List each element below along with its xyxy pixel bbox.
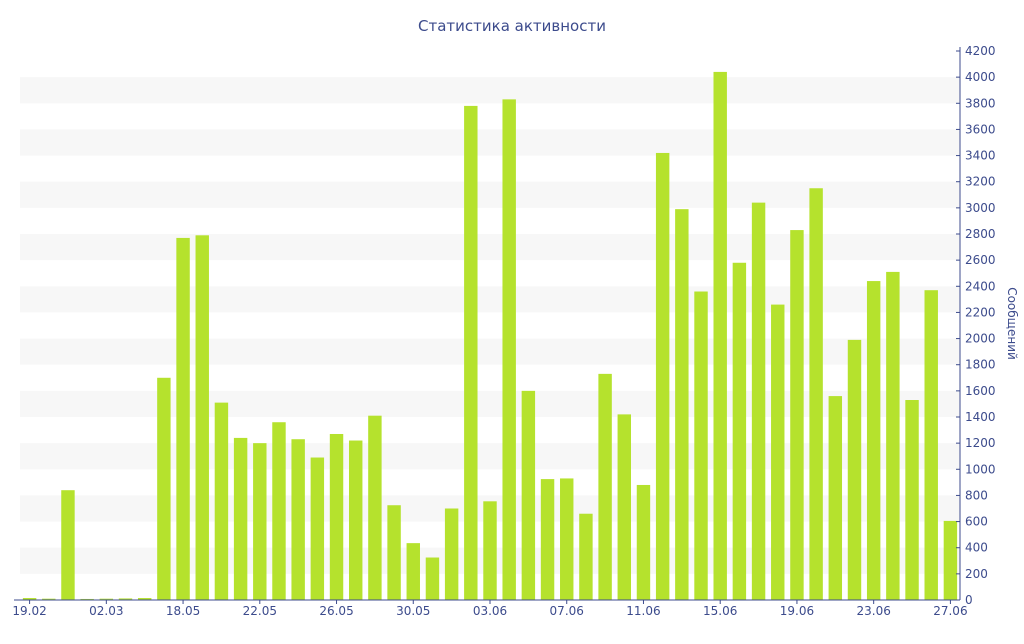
x-tick-label: 22.05 [243,604,277,618]
bar [598,373,612,600]
bar [694,291,708,600]
x-tick-label: 07.06 [550,604,584,618]
y-tick-label: 3400 [965,149,996,163]
grid-band [20,129,960,156]
bar [560,478,574,600]
y-tick-label: 200 [965,567,988,581]
bar [521,390,536,600]
bar [137,598,152,600]
x-tick-label: 15.06 [703,604,737,618]
y-tick-label: 2800 [965,227,996,241]
bar [713,71,727,600]
y-tick-label: 2600 [965,253,996,267]
bar [157,377,171,600]
axes [14,47,961,601]
bar [425,557,440,600]
bar [943,520,958,600]
y-tick-label: 1400 [965,410,996,424]
bar [579,513,593,600]
bar [924,290,938,600]
y-tick-label: 4000 [965,70,996,84]
y-tick-label: 4200 [965,44,996,58]
y-tick-label: 3800 [965,96,996,110]
bar [905,400,919,600]
bar [540,479,555,600]
bar [655,152,670,600]
bar [732,262,747,600]
bar [118,598,133,600]
bar [809,188,823,600]
x-tick-label: 02.03 [89,604,123,618]
bar [790,230,804,601]
bar [406,543,420,600]
y-tick-label: 600 [965,515,988,529]
bar-series [22,71,958,601]
y-tick-label: 3200 [965,175,996,189]
x-tick-label: 03.06 [473,604,507,618]
x-axis-ticks: 19.02 02.03 18.05 22.05 26.05 30.05 03.06 07.06… [12,600,968,618]
bar [310,457,325,600]
grid-band [20,181,960,208]
y-tick-label: 1200 [965,436,996,450]
bar [195,235,209,601]
bar [502,99,516,600]
bar [368,415,382,600]
y-axis-ticks: 0 200 400 600 800 1000 1200 1400 1600 1800 2000 220… [956,44,996,607]
y-tick-label: 1000 [965,462,996,476]
bar [42,598,56,600]
bar [636,484,651,600]
x-tick-label: 27.06 [933,604,967,618]
grid-band [20,77,960,104]
y-tick-label: 800 [965,488,988,502]
x-tick-label: 19.02 [12,604,46,618]
y-tick-label: 2200 [965,305,996,319]
y-tick-label: 400 [965,541,988,555]
x-tick-label: 30.05 [396,604,430,618]
x-tick-label: 23.06 [856,604,890,618]
bar [675,209,689,600]
x-tick-label: 19.06 [780,604,814,618]
bar [233,437,248,600]
y-tick-label: 3600 [965,122,996,136]
bar [886,271,900,600]
bar [61,490,75,600]
bar [214,402,229,600]
bar [751,202,766,600]
bar [464,105,478,601]
y-tick-label: 1600 [965,384,996,398]
bar [828,396,843,600]
bar [176,237,190,600]
x-tick-label: 18.05 [166,604,200,618]
bar [253,443,267,600]
bar [80,598,94,600]
bar [483,501,497,600]
bar [99,598,114,600]
bar [771,304,785,600]
y-tick-label: 2400 [965,279,996,293]
bar [291,439,305,600]
bar [272,422,286,600]
y-tick-label: 2000 [965,332,996,346]
y-tick-label: 0 [965,593,973,607]
x-tick-label: 11.06 [626,604,660,618]
bar [866,281,881,600]
bar [387,505,401,600]
bar [349,440,363,600]
bar [444,508,459,600]
y-tick-label: 1800 [965,358,996,372]
bar [617,414,631,600]
bar [847,339,862,600]
bar [329,433,344,600]
chart-title: Статистика активности [418,17,606,35]
y-axis-label: Сообщений [1005,287,1019,360]
y-tick-label: 3000 [965,201,996,215]
bar [22,598,37,600]
x-tick-label: 26.05 [319,604,353,618]
